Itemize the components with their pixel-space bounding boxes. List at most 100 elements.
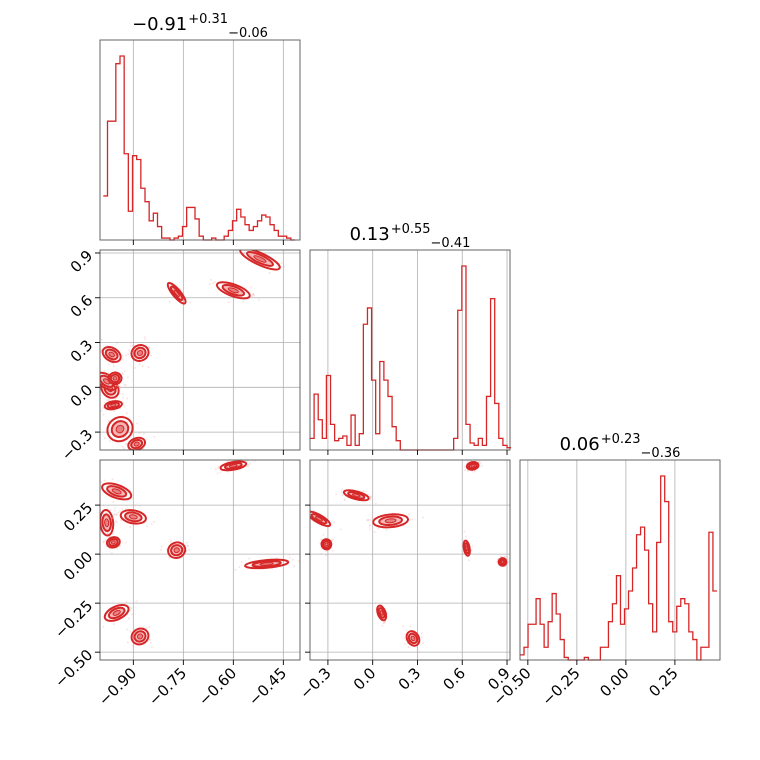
contour-outer bbox=[103, 603, 130, 622]
sample-point bbox=[126, 376, 129, 379]
sample-point bbox=[369, 495, 372, 498]
sample-point bbox=[305, 506, 308, 509]
sample-point bbox=[407, 645, 410, 648]
sample-point bbox=[124, 384, 127, 387]
sample-point bbox=[109, 509, 112, 512]
cluster-x0_x1-8 bbox=[166, 281, 192, 306]
contour-inner bbox=[173, 547, 180, 554]
sample-point bbox=[250, 295, 253, 298]
sample-point bbox=[246, 460, 249, 463]
sample-point bbox=[129, 630, 132, 633]
cluster-x1_x2-3 bbox=[366, 512, 425, 533]
contour-outer bbox=[462, 539, 471, 557]
sample-point bbox=[148, 638, 151, 641]
cluster-x0_x2-4 bbox=[159, 539, 191, 559]
cluster-x0_x1-3 bbox=[100, 338, 124, 368]
sample-point bbox=[251, 293, 254, 296]
sample-point bbox=[125, 354, 128, 357]
sample-point bbox=[245, 465, 248, 468]
sample-point bbox=[466, 470, 469, 473]
sample-point bbox=[149, 641, 152, 644]
sample-point bbox=[147, 366, 150, 369]
sample-point bbox=[111, 516, 114, 519]
sample-point bbox=[141, 365, 144, 368]
sample-point bbox=[238, 565, 241, 568]
sample-point bbox=[90, 380, 93, 383]
sample-point bbox=[331, 549, 334, 552]
sample-point bbox=[116, 511, 119, 514]
sample-point bbox=[208, 283, 211, 286]
contour-outer bbox=[239, 250, 281, 271]
sample-point bbox=[134, 504, 137, 507]
sample-point bbox=[92, 375, 95, 378]
ytick-label-x2-1: −0.25 bbox=[51, 597, 96, 642]
sample-point bbox=[322, 533, 325, 536]
sample-point bbox=[113, 409, 116, 412]
hist-frame-0 bbox=[99, 39, 301, 241]
sample-point bbox=[471, 470, 474, 473]
sample-point bbox=[128, 349, 131, 352]
title-x1: 0.13+0.55−0.41 bbox=[350, 222, 471, 251]
scatter-panel-x1_x2: −0.3 0.0 0.3 0.6 0.9 bbox=[296, 459, 514, 703]
contour-outer bbox=[103, 400, 123, 411]
sample-point bbox=[252, 294, 255, 297]
sample-point bbox=[149, 354, 152, 357]
sample-point bbox=[123, 405, 126, 408]
contour-inner bbox=[259, 562, 274, 566]
sample-point bbox=[244, 287, 247, 290]
sample-point bbox=[495, 560, 498, 563]
sample-point bbox=[131, 613, 134, 616]
sample-point bbox=[129, 344, 132, 347]
sample-point bbox=[123, 447, 126, 450]
sample-point bbox=[341, 488, 344, 491]
contour-inner bbox=[228, 464, 238, 468]
contour-inner bbox=[384, 518, 397, 524]
cluster-x1_x2-6 bbox=[461, 530, 474, 562]
sample-point bbox=[144, 338, 147, 341]
title-x0: −0.91+0.31−0.06 bbox=[132, 12, 268, 41]
sample-point bbox=[243, 252, 246, 255]
contour-outer bbox=[101, 482, 133, 501]
xtick-label-x2-2: 0.00 bbox=[596, 664, 632, 700]
contour-outer bbox=[215, 281, 251, 300]
contour-inner bbox=[465, 545, 469, 552]
hist-panel-0 bbox=[99, 39, 301, 245]
contour-outer bbox=[105, 536, 121, 549]
sample-point bbox=[112, 365, 115, 368]
xtick-label-x1-0: −0.3 bbox=[296, 664, 334, 702]
frame-x1_x2 bbox=[309, 459, 511, 661]
xtick-label-x0-2: −0.60 bbox=[195, 664, 240, 709]
sample-point bbox=[115, 513, 118, 516]
sample-point bbox=[135, 600, 138, 603]
cluster-x0_x2-2 bbox=[102, 533, 128, 555]
sample-point bbox=[114, 506, 117, 509]
sample-point bbox=[108, 440, 111, 443]
sample-point bbox=[369, 496, 372, 499]
sample-point bbox=[111, 478, 114, 481]
contour-inner bbox=[253, 255, 267, 263]
title-x2: 0.06+0.23−0.36 bbox=[560, 432, 681, 461]
histogram-line-x1 bbox=[310, 265, 512, 451]
sample-point bbox=[186, 545, 189, 548]
sample-point bbox=[320, 552, 323, 555]
sample-point bbox=[150, 523, 153, 526]
sample-point bbox=[411, 518, 414, 521]
contour-outer bbox=[342, 489, 370, 502]
sample-point bbox=[97, 528, 99, 530]
sample-point bbox=[131, 344, 134, 347]
sample-point bbox=[125, 442, 128, 445]
sample-point bbox=[252, 293, 255, 296]
sample-point bbox=[147, 346, 150, 349]
sample-point bbox=[112, 500, 115, 503]
sample-point bbox=[291, 558, 294, 561]
ytick-label-x2-2: 0.00 bbox=[60, 548, 96, 584]
sample-point bbox=[107, 363, 110, 366]
scatter-body-x1_x2 bbox=[305, 460, 510, 654]
sample-point bbox=[382, 621, 385, 624]
sample-point bbox=[405, 629, 408, 632]
sample-point bbox=[209, 278, 212, 281]
sample-point bbox=[468, 559, 471, 562]
sample-point bbox=[106, 531, 109, 534]
cluster-x1_x2-7 bbox=[463, 460, 484, 473]
sample-point bbox=[138, 432, 141, 435]
